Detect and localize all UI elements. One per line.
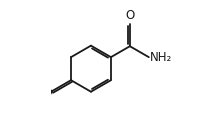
Text: O: O bbox=[125, 9, 135, 22]
Text: NH₂: NH₂ bbox=[150, 51, 172, 64]
